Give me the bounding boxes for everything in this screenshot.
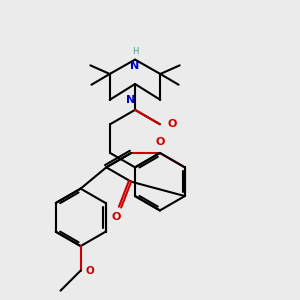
Text: H: H bbox=[132, 46, 138, 56]
Text: O: O bbox=[168, 119, 177, 129]
Text: O: O bbox=[85, 266, 94, 275]
Text: N: N bbox=[130, 61, 140, 70]
Text: O: O bbox=[155, 137, 165, 147]
Text: O: O bbox=[112, 212, 121, 221]
Text: N: N bbox=[126, 95, 136, 105]
